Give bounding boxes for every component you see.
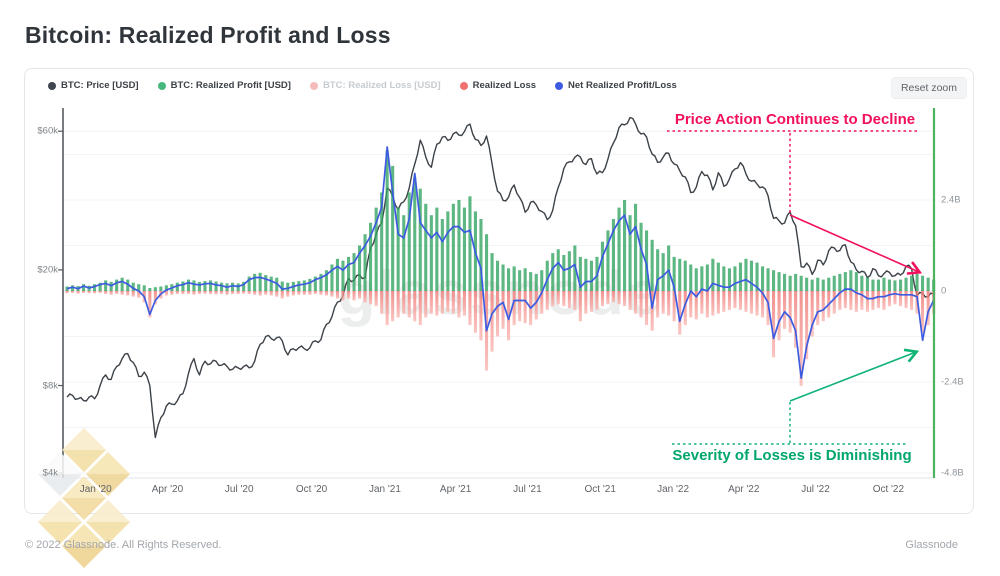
legend-label: Net Realized Profit/Loss	[568, 80, 677, 91]
legend-item-btc-price[interactable]: BTC: Price [USD]	[48, 80, 139, 91]
legend-dot-icon	[555, 81, 564, 90]
legend-item-realized-loss-usd[interactable]: BTC: Realized Loss [USD]	[309, 80, 441, 91]
legend-item-net-realized[interactable]: Net Realized Profit/Loss	[555, 80, 677, 91]
legend-label: BTC: Price [USD]	[61, 80, 139, 91]
legend-dot-icon	[309, 81, 318, 90]
annotation-losses-diminishing: Severity of Losses is Diminishing	[672, 447, 912, 464]
legend-item-realized-loss[interactable]: Realized Loss	[459, 80, 537, 91]
brand-text: Glassnode	[905, 539, 958, 551]
legend-dot-icon	[48, 81, 56, 90]
legend-label: Realized Loss	[472, 80, 537, 91]
legend-dot-icon	[459, 81, 468, 90]
legend-dot-icon	[157, 81, 166, 90]
copyright-text: © 2022 Glassnode. All Rights Reserved.	[25, 539, 222, 551]
annotation-arrows	[667, 130, 920, 445]
glassnode-logo-icon	[38, 428, 130, 568]
reset-zoom-button[interactable]: Reset zoom	[890, 77, 967, 99]
chart-legend: BTC: Price [USD] BTC: Realized Profit [U…	[48, 80, 677, 91]
annotation-price-decline: Price Action Continues to Decline	[674, 111, 916, 128]
page-title: Bitcoin: Realized Profit and Loss	[25, 22, 391, 48]
net-realized-line-series	[66, 146, 935, 380]
legend-label: BTC: Realized Profit [USD]	[170, 80, 291, 91]
profit-loss-bars	[65, 150, 936, 386]
legend-item-realized-profit[interactable]: BTC: Realized Profit [USD]	[157, 80, 291, 91]
price-line-series	[66, 116, 934, 439]
legend-label: BTC: Realized Loss [USD]	[322, 80, 441, 91]
